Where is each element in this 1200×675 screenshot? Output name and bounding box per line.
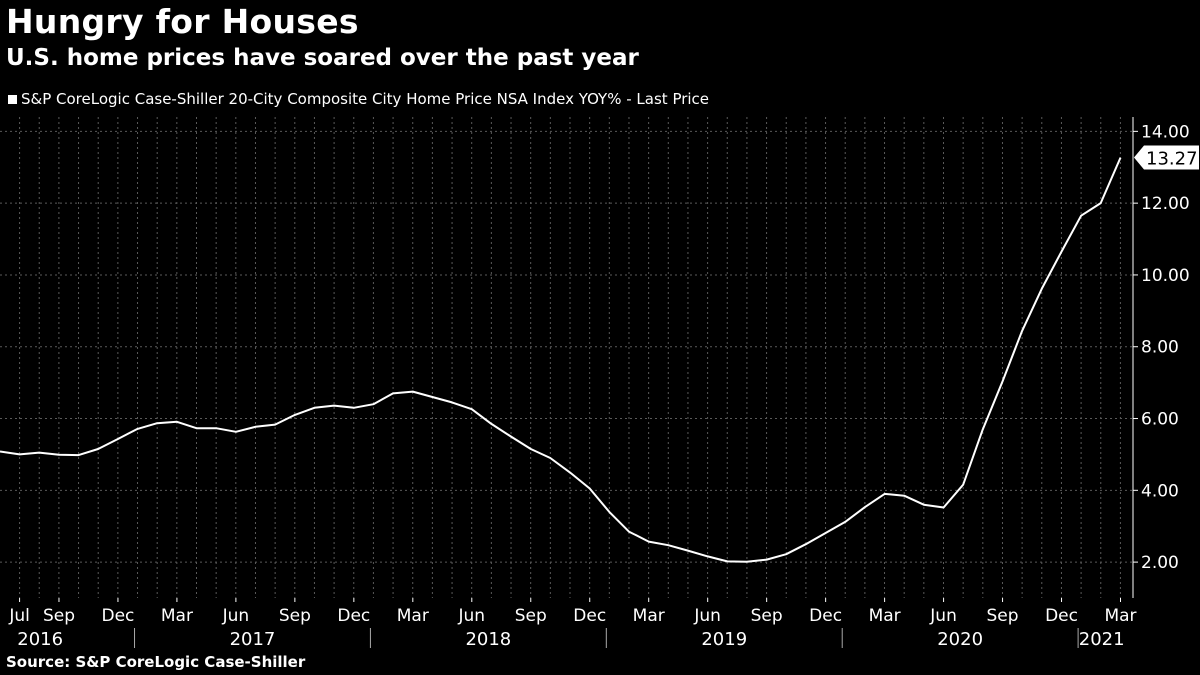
x-month-label: Jul — [8, 606, 30, 626]
x-year-label: 2020 — [937, 629, 983, 650]
y-tick-label: 2.00 — [1141, 553, 1179, 573]
x-month-label: Sep — [987, 606, 1019, 626]
x-month-label: Dec — [337, 606, 370, 626]
y-tick-label: 4.00 — [1141, 481, 1179, 501]
x-month-label: Mar — [397, 606, 429, 626]
axes — [19, 117, 1138, 648]
legend-swatch — [8, 94, 17, 104]
x-year-label: 2016 — [17, 629, 63, 650]
x-month-label: Jun — [222, 606, 250, 626]
x-month-label: Mar — [1104, 606, 1136, 626]
x-month-label: Jun — [929, 606, 957, 626]
x-month-label: Sep — [515, 606, 547, 626]
chart-title: Hungry for Houses — [6, 2, 359, 41]
x-year-label: 2019 — [701, 629, 747, 650]
chart-subtitle: U.S. home prices have soared over the pa… — [6, 45, 639, 71]
x-month-label: Dec — [101, 606, 134, 626]
series-line — [0, 157, 1122, 563]
y-tick-label: 6.00 — [1141, 410, 1179, 430]
x-month-label: Jun — [693, 606, 721, 626]
x-year-label: 2021 — [1079, 629, 1125, 650]
x-month-label: Mar — [633, 606, 665, 626]
x-month-label: Mar — [161, 606, 193, 626]
y-tick-label: 8.00 — [1141, 338, 1179, 358]
x-month-label: Dec — [573, 606, 606, 626]
y-tick-label: 12.00 — [1141, 194, 1190, 214]
legend: S&P CoreLogic Case-Shiller 20-City Compo… — [8, 90, 709, 108]
x-year-label: 2017 — [230, 629, 276, 650]
x-month-label: Sep — [43, 606, 75, 626]
y-tick-label: 14.00 — [1141, 122, 1190, 142]
grid — [0, 117, 1133, 598]
x-month-label: Jun — [458, 606, 486, 626]
last-value-label: 13.27 — [1146, 149, 1198, 170]
legend-label: S&P CoreLogic Case-Shiller 20-City Compo… — [21, 90, 710, 108]
x-month-label: Mar — [869, 606, 901, 626]
source-note: Source: S&P CoreLogic Case-Shiller — [6, 653, 306, 671]
x-month-label: Dec — [809, 606, 842, 626]
x-month-label: Sep — [751, 606, 783, 626]
x-year-label: 2018 — [465, 629, 511, 650]
y-tick-label: 10.00 — [1141, 266, 1190, 286]
labels: 2.00 4.00 6.00 8.00 10.00 12.00 14.00 Jul Sep Dec… — [8, 122, 1199, 650]
x-month-label: Dec — [1045, 606, 1078, 626]
last-value-callout — [1134, 145, 1199, 170]
series — [0, 157, 1122, 563]
x-month-label: Sep — [279, 606, 311, 626]
